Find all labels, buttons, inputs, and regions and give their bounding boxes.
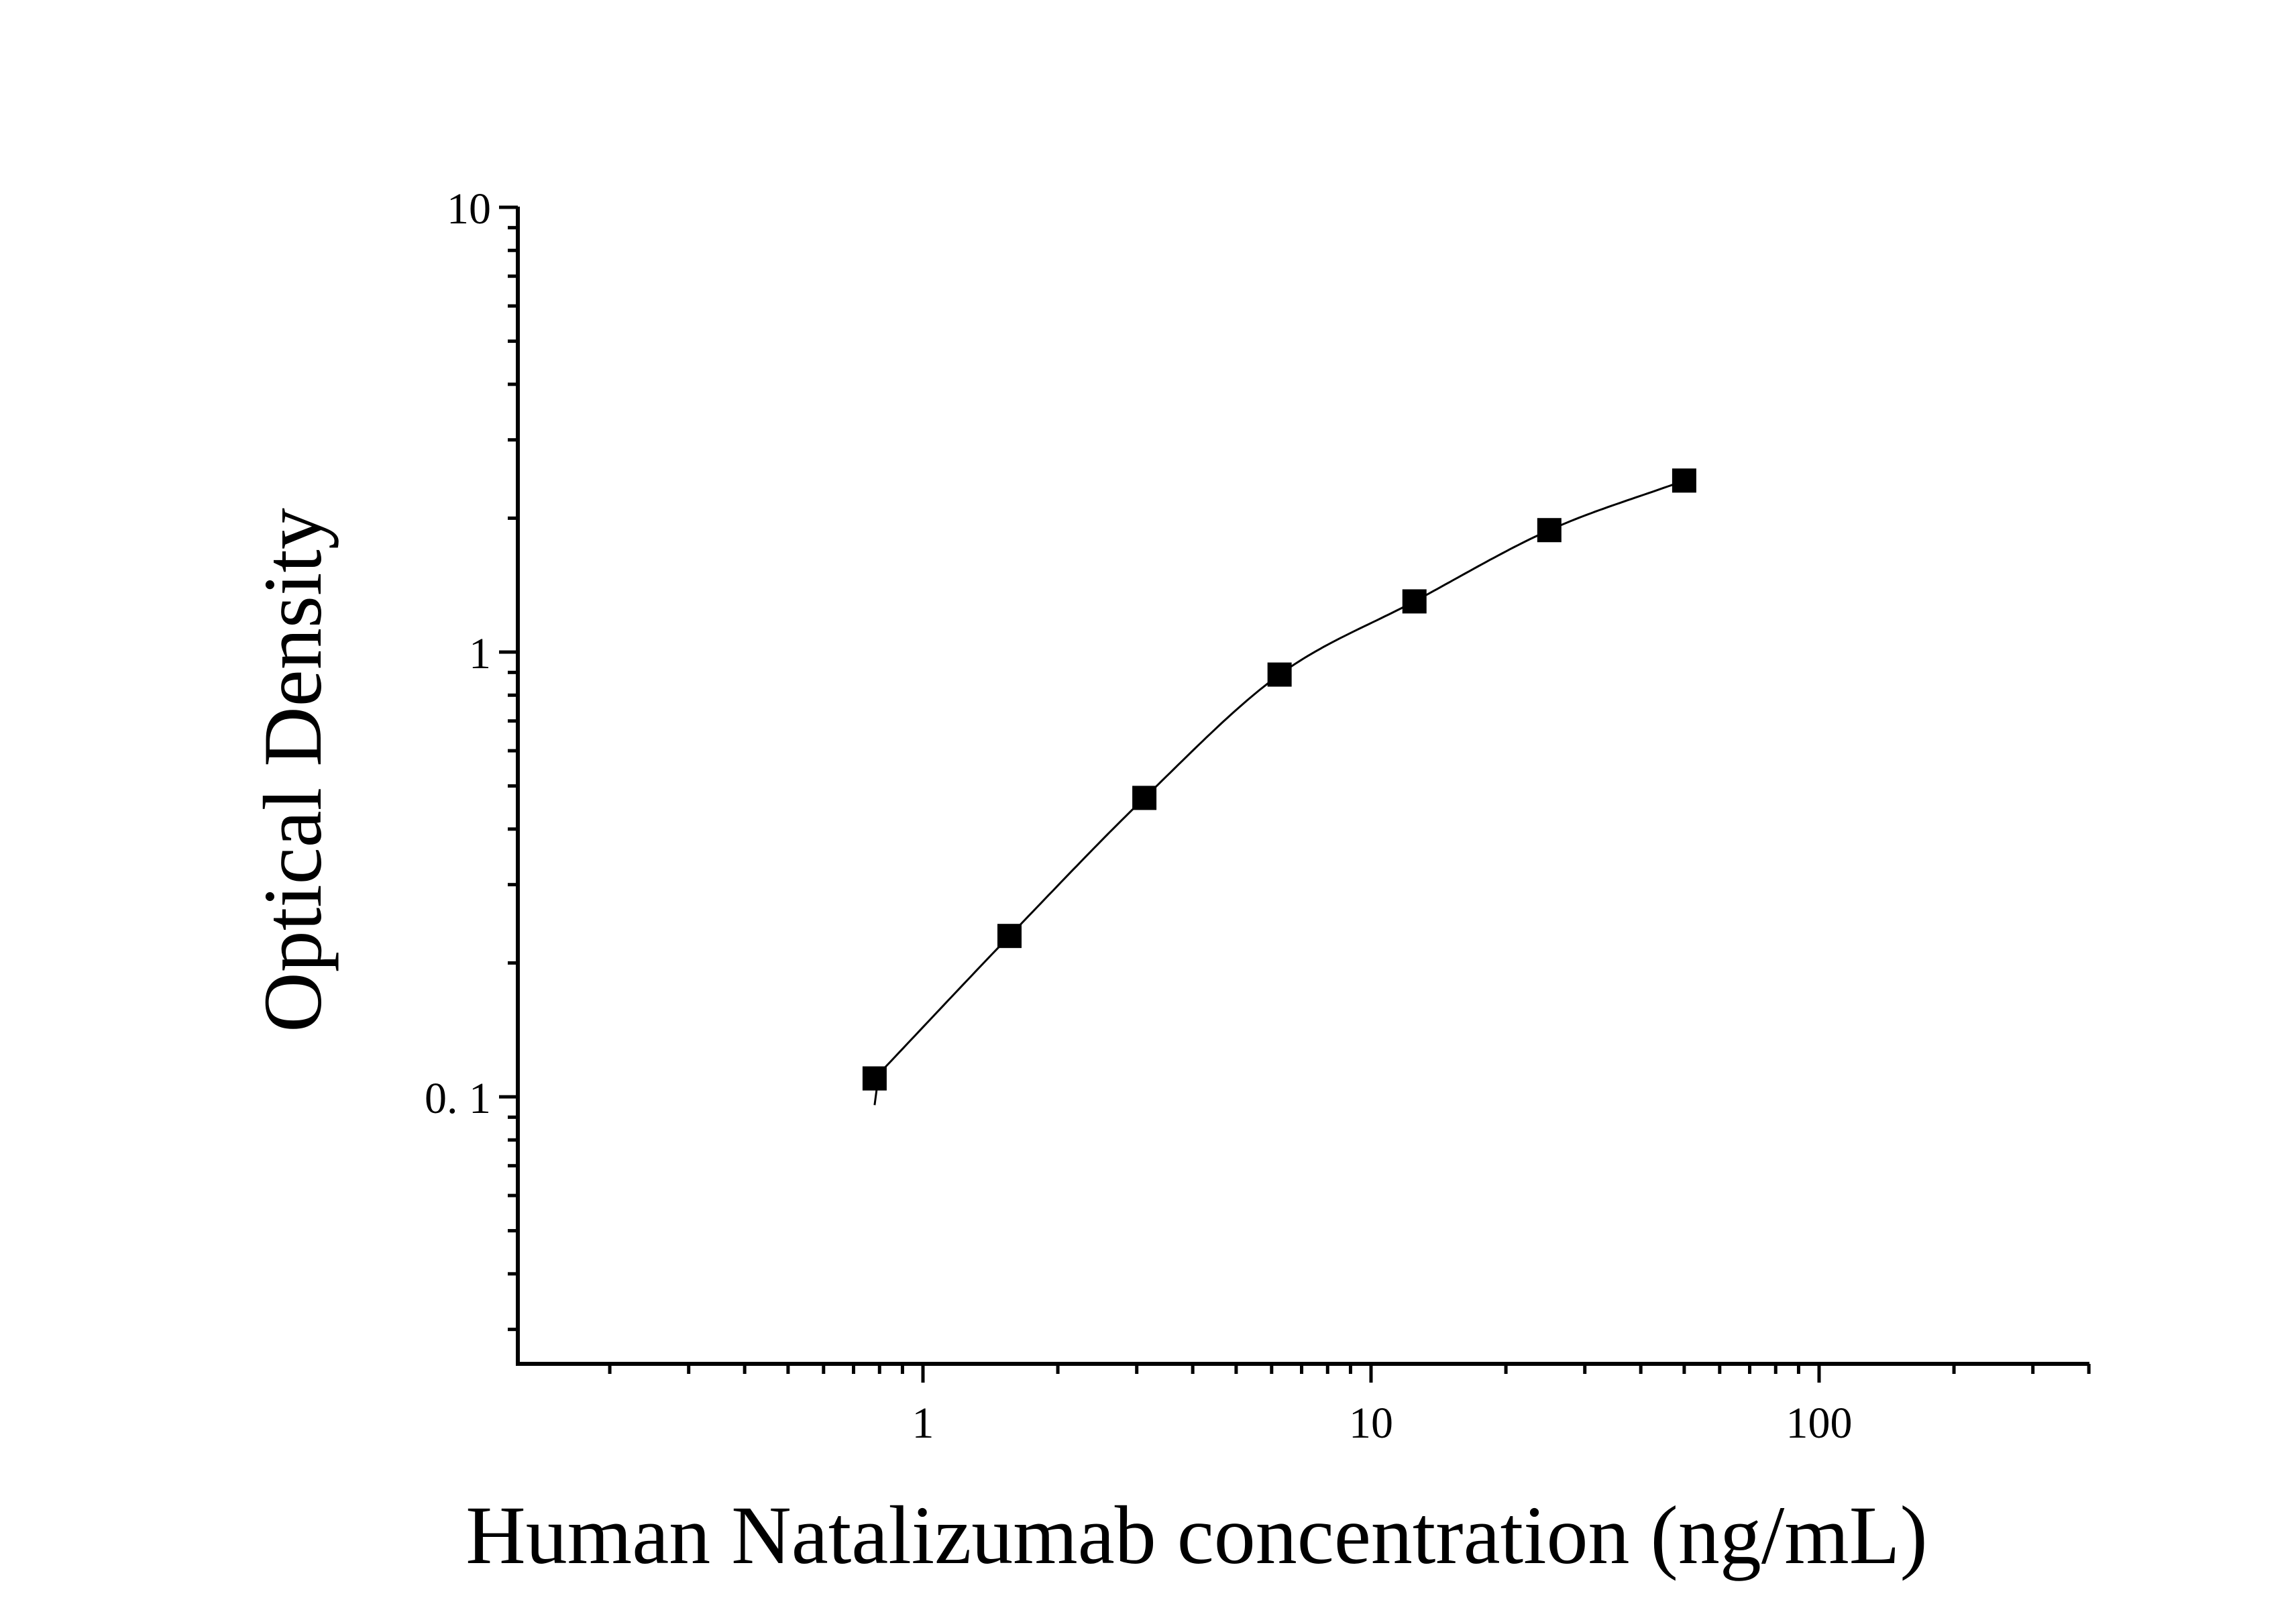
y-axis-title: Optical Density: [247, 508, 339, 1032]
y-tick-label: 10: [447, 184, 491, 233]
x-axis-title: Human Natalizumab concentration (ng/mL): [466, 1489, 1928, 1581]
tick-labels: 1 10 100 0. 1 1 10: [425, 184, 1853, 1448]
data-point: [1537, 518, 1562, 543]
x-tick-label: 100: [1786, 1399, 1853, 1448]
x-tick-label: 1: [912, 1399, 934, 1448]
data-point: [1672, 468, 1696, 493]
y-tick-label: 1: [469, 629, 491, 678]
axes: [516, 207, 2089, 1366]
fit-curve: [873, 479, 1685, 1106]
y-tick-label: 0. 1: [425, 1074, 491, 1123]
ticks: [499, 205, 2091, 1383]
data-point: [1402, 589, 1427, 614]
data-point: [997, 924, 1022, 949]
data-points: [862, 468, 1696, 1091]
data-point: [862, 1066, 887, 1091]
data-point: [1267, 662, 1292, 687]
data-point: [1132, 786, 1157, 810]
x-tick-label: 10: [1349, 1399, 1393, 1448]
